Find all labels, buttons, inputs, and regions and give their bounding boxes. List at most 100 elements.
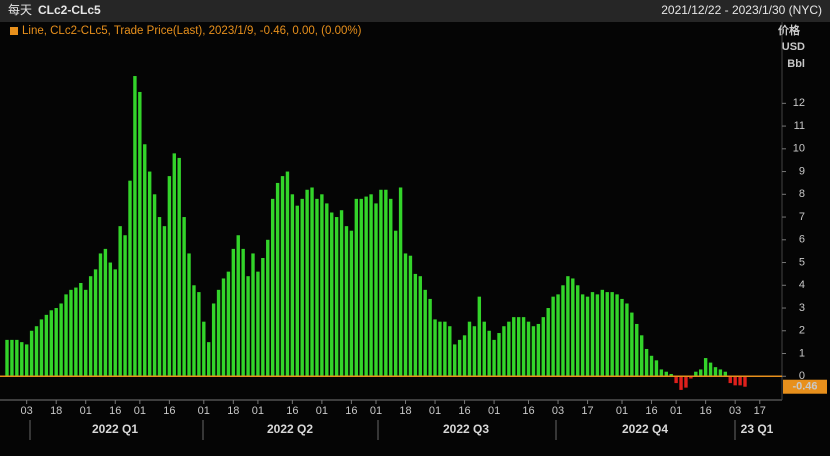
quarter-label: 2022 Q1 xyxy=(92,422,138,436)
y-tick-label: 2 xyxy=(799,325,805,337)
x-tick-label: 01 xyxy=(370,405,382,417)
bar xyxy=(59,303,63,377)
bar xyxy=(34,326,39,377)
bar xyxy=(128,180,132,377)
bar xyxy=(472,326,477,377)
bar xyxy=(64,294,68,377)
bar xyxy=(561,285,565,377)
bar xyxy=(580,294,585,377)
bar xyxy=(133,76,137,377)
bar xyxy=(49,310,53,377)
bar xyxy=(443,321,447,377)
bar xyxy=(571,278,575,377)
bar xyxy=(462,335,467,377)
quarter-label: 2022 Q3 xyxy=(443,422,489,436)
bar xyxy=(635,323,639,377)
y-tick-label: 4 xyxy=(799,279,805,291)
bar xyxy=(320,194,324,377)
bar xyxy=(54,308,58,377)
x-tick-label: 01 xyxy=(134,405,146,417)
bar xyxy=(457,339,462,377)
bar xyxy=(354,198,359,377)
bar xyxy=(152,194,157,377)
bar xyxy=(310,187,314,377)
bar xyxy=(733,376,737,386)
bar xyxy=(723,371,728,377)
y-unit: 价格 xyxy=(778,23,801,37)
bar xyxy=(79,283,83,377)
y-tick-label: 0 xyxy=(799,370,805,382)
bar xyxy=(270,198,275,377)
legend-swatch xyxy=(10,27,18,35)
bar xyxy=(138,91,142,377)
bar xyxy=(349,230,354,377)
bar xyxy=(241,248,245,377)
x-tick-label: 01 xyxy=(80,405,92,417)
bar xyxy=(24,344,29,377)
x-tick-label: 18 xyxy=(227,405,239,417)
bar xyxy=(585,296,590,377)
bar xyxy=(325,203,329,377)
bar xyxy=(256,271,260,377)
y-unit: Bbl xyxy=(787,58,805,70)
x-tick-label: 01 xyxy=(670,405,682,417)
bar xyxy=(393,230,398,377)
x-tick-label: 01 xyxy=(616,405,628,417)
bar xyxy=(615,294,619,377)
period: 每天 xyxy=(8,2,32,17)
bar xyxy=(221,278,226,377)
date-range: 2021/12/22 - 2023/1/30 (NYC) xyxy=(661,3,822,17)
bar xyxy=(398,187,403,377)
bar xyxy=(10,339,14,377)
bar xyxy=(718,369,723,377)
bar xyxy=(369,194,373,377)
bar xyxy=(266,239,270,377)
y-tick-label: 7 xyxy=(799,211,805,223)
bar xyxy=(576,285,580,377)
last-value-box xyxy=(783,379,827,394)
bar xyxy=(251,253,255,377)
bar xyxy=(379,189,383,377)
bar xyxy=(423,289,427,377)
bar xyxy=(305,189,309,377)
bar xyxy=(172,153,176,377)
bar xyxy=(285,171,290,377)
bar xyxy=(246,276,250,377)
bar xyxy=(679,376,683,390)
bar xyxy=(98,253,103,377)
quarter-label: 2022 Q4 xyxy=(622,422,668,436)
bar xyxy=(103,248,108,377)
bar xyxy=(620,298,624,377)
bar xyxy=(192,285,196,377)
bar xyxy=(684,376,688,388)
bar xyxy=(630,312,634,377)
bar xyxy=(536,323,541,377)
y-unit: USD xyxy=(782,41,805,53)
bar xyxy=(118,226,122,377)
bar xyxy=(674,376,678,384)
y-tick-label: 12 xyxy=(793,97,805,109)
bar xyxy=(664,371,668,377)
bar xyxy=(669,373,673,377)
bar xyxy=(113,269,117,377)
bar xyxy=(339,210,344,377)
bar xyxy=(216,289,221,377)
legend: Line, CLc2-CLc5, Trade Price(Last), 2023… xyxy=(22,25,362,37)
y-tick-label: 11 xyxy=(794,120,805,132)
bar xyxy=(364,196,368,377)
x-tick-label: 01 xyxy=(488,405,500,417)
bar xyxy=(389,198,393,377)
bar xyxy=(418,276,422,377)
header-bar xyxy=(0,0,830,22)
bar xyxy=(526,321,531,377)
bar xyxy=(699,369,703,377)
bar xyxy=(226,271,231,377)
bar xyxy=(738,376,742,386)
quarter-label: 2022 Q2 xyxy=(267,422,313,436)
y-tick-label: 6 xyxy=(799,234,805,246)
bar xyxy=(448,326,452,377)
bar xyxy=(261,257,265,377)
bar xyxy=(157,217,162,377)
bar xyxy=(344,226,349,377)
